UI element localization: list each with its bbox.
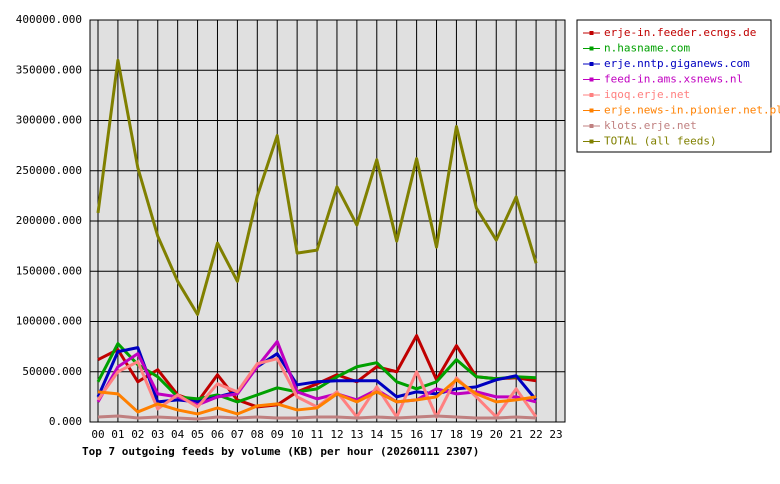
legend-label: erje.nntp.giganews.com bbox=[604, 57, 750, 70]
x-tick-label: 10 bbox=[291, 428, 304, 441]
x-tick-label: 22 bbox=[529, 428, 542, 441]
x-tick-label: 04 bbox=[171, 428, 185, 441]
y-tick-label: 350000.000 bbox=[16, 63, 82, 76]
x-tick-label: 07 bbox=[231, 428, 244, 441]
x-tick-label: 13 bbox=[350, 428, 363, 441]
y-tick-label: 300000.000 bbox=[16, 114, 82, 127]
plot-frame bbox=[89, 19, 566, 423]
legend-marker bbox=[589, 93, 594, 97]
legend-marker bbox=[589, 31, 594, 35]
series-line bbox=[97, 414, 537, 421]
x-tick-label: 03 bbox=[151, 428, 164, 441]
legend-label: klots.erje.net bbox=[604, 119, 697, 132]
x-tick-label: 20 bbox=[490, 428, 503, 441]
y-tick-label: 0.000 bbox=[49, 415, 82, 428]
series-line bbox=[96, 340, 537, 407]
x-tick-label: 15 bbox=[390, 428, 403, 441]
x-tick-label: 02 bbox=[131, 428, 144, 441]
legend-marker bbox=[589, 139, 594, 144]
y-tick-label: 200000.000 bbox=[16, 214, 82, 227]
series-line bbox=[96, 342, 537, 404]
x-tick-label: 11 bbox=[310, 428, 323, 441]
x-tick-label: 12 bbox=[330, 428, 343, 441]
legend-label: iqoq.erje.net bbox=[604, 88, 690, 101]
y-tick-label: 250000.000 bbox=[16, 164, 82, 177]
legend-marker bbox=[589, 77, 594, 82]
legend-marker bbox=[589, 124, 594, 128]
y-tick-label: 50000.000 bbox=[22, 365, 82, 378]
legend-marker bbox=[589, 108, 594, 113]
chart-title: Top 7 outgoing feeds by volume (KB) per … bbox=[82, 445, 479, 458]
x-tick-label: 16 bbox=[410, 428, 423, 441]
x-tick-label: 18 bbox=[450, 428, 463, 441]
x-tick-label: 17 bbox=[430, 428, 443, 441]
legend-box bbox=[576, 19, 772, 153]
x-tick-label: 05 bbox=[191, 428, 204, 441]
series-line bbox=[97, 378, 537, 416]
series-line bbox=[97, 334, 537, 409]
legend-label: TOTAL (all feeds) bbox=[604, 135, 717, 148]
y-tick-label: 100000.000 bbox=[16, 315, 82, 328]
x-tick-label: 06 bbox=[211, 428, 224, 441]
y-tick-label: 400000.000 bbox=[16, 13, 82, 26]
x-tick-label: 01 bbox=[111, 428, 124, 441]
legend-marker bbox=[589, 62, 594, 66]
legend-label: feed-in.ams.xsnews.nl bbox=[604, 73, 743, 86]
series-line bbox=[96, 58, 538, 316]
x-tick-label: 21 bbox=[510, 428, 523, 441]
legend-label: erje.news-in.pionier.net.pl bbox=[604, 104, 780, 117]
x-tick-label: 19 bbox=[470, 428, 483, 441]
x-tick-label: 23 bbox=[549, 428, 562, 441]
x-tick-label: 09 bbox=[271, 428, 284, 441]
x-tick-label: 14 bbox=[370, 428, 384, 441]
legend-marker bbox=[589, 46, 594, 51]
x-tick-label: 00 bbox=[91, 428, 104, 441]
y-tick-label: 150000.000 bbox=[16, 264, 82, 277]
legend-label: n.hasname.com bbox=[604, 42, 690, 55]
x-tick-label: 08 bbox=[251, 428, 264, 441]
legend-label: erje-in.feeder.ecngs.de bbox=[604, 26, 756, 39]
